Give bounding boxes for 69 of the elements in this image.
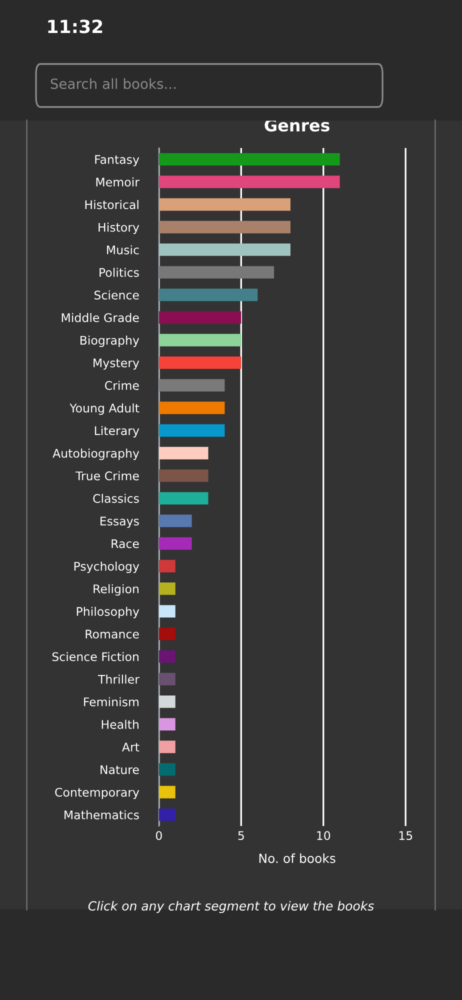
bar xyxy=(158,356,242,369)
bar xyxy=(158,740,176,754)
text: Click on any chart segment to view the books xyxy=(88,900,374,914)
y-tick-label: Autobiography xyxy=(52,448,140,460)
bar xyxy=(158,537,192,550)
bar xyxy=(158,153,340,166)
bar xyxy=(158,220,290,234)
y-tick-label: Crime xyxy=(105,380,139,390)
text: 11:32 xyxy=(48,20,102,34)
bar xyxy=(158,672,176,686)
chart-title: Genres xyxy=(264,118,330,132)
bar xyxy=(158,198,290,211)
x-tick-label: 0 xyxy=(156,831,162,840)
bar xyxy=(158,311,242,324)
bar xyxy=(158,176,340,188)
y-tick-label: Health xyxy=(102,720,138,729)
y-tick-label: Contemporary xyxy=(55,788,140,800)
bar xyxy=(158,492,208,505)
y-tick-label: Nature xyxy=(100,765,139,774)
y-tick-label: Psychology xyxy=(74,562,140,574)
y-tick-label: Science Fiction xyxy=(52,652,138,662)
y-tick-label: Thriller xyxy=(98,674,140,684)
y-tick-label: Music xyxy=(107,245,139,254)
bar xyxy=(158,469,208,482)
y-tick-label: Mystery xyxy=(94,358,140,370)
bar xyxy=(158,560,176,572)
y-tick-label: Classics xyxy=(93,494,139,503)
y-tick-label: Young Adult xyxy=(70,403,140,415)
bar xyxy=(158,808,176,821)
bar xyxy=(158,628,176,640)
bar xyxy=(158,288,258,302)
bar xyxy=(158,334,242,346)
y-tick-label: Literary xyxy=(94,426,140,438)
x-axis-title: No. of books xyxy=(259,853,336,864)
y-tick-label: Fantasy xyxy=(95,155,140,166)
bar xyxy=(158,650,176,663)
bar xyxy=(158,786,176,798)
bar xyxy=(158,402,225,414)
y-tick-label: True Crime xyxy=(75,471,139,480)
y-tick-label: Romance xyxy=(86,630,139,639)
bar xyxy=(158,243,290,256)
bar xyxy=(158,718,176,731)
y-tick-label: Memoir xyxy=(96,177,140,187)
bar xyxy=(158,379,225,392)
y-tick-label: Politics xyxy=(100,268,139,277)
text: Search all books... xyxy=(50,78,176,90)
y-tick-label: Religion xyxy=(94,584,138,596)
bar xyxy=(158,514,192,528)
y-tick-label: Mathematics xyxy=(64,810,139,820)
y-tick-label: Biography xyxy=(80,336,140,348)
bar xyxy=(158,763,176,776)
y-tick-label: Feminism xyxy=(84,697,138,706)
bar xyxy=(158,695,176,708)
bar xyxy=(158,605,176,618)
bar xyxy=(158,266,274,279)
y-tick-label: Historical xyxy=(85,200,138,210)
y-tick-label: Essays xyxy=(100,516,139,528)
y-tick-label: Art xyxy=(122,742,140,752)
bar xyxy=(158,446,208,460)
bar xyxy=(158,424,225,437)
y-tick-label: Race xyxy=(112,539,139,548)
x-tick-label: 5 xyxy=(238,831,244,840)
x-tick-label: 15 xyxy=(399,831,412,840)
y-tick-label: Science xyxy=(94,290,139,300)
y-tick-label: Middle Grade xyxy=(62,313,139,322)
y-tick-label: History xyxy=(98,222,140,234)
bar xyxy=(158,582,176,595)
y-tick-label: Philosophy xyxy=(76,606,140,618)
x-tick-label: 10 xyxy=(317,831,330,840)
